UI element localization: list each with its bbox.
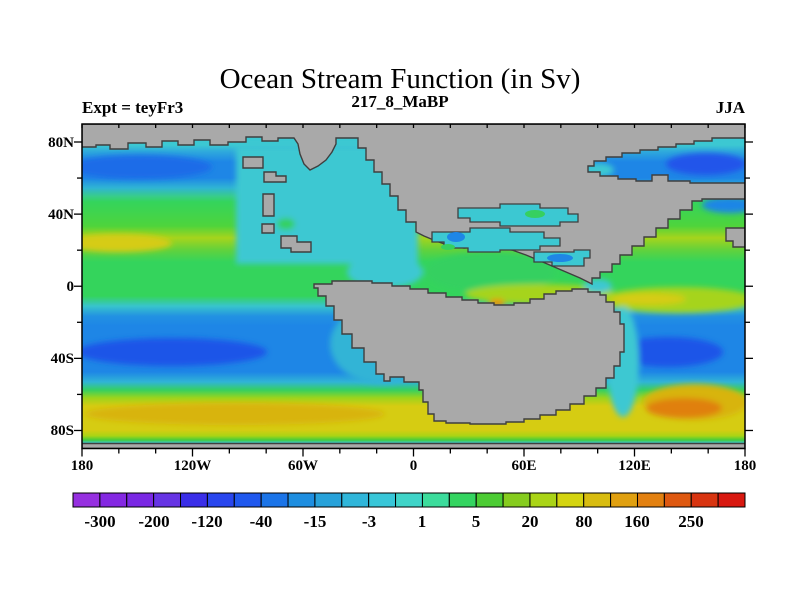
page-title: Ocean Stream Function (in Sv) xyxy=(220,63,581,95)
sea-green-spot-2 xyxy=(441,244,455,250)
lon-label-120e: 120E xyxy=(618,458,651,474)
colorbar-cell xyxy=(610,492,638,508)
lon-label-0: 0 xyxy=(410,458,418,474)
cbar-label-9: 80 xyxy=(576,512,593,531)
north-blue-core xyxy=(82,155,212,179)
colorbar-cell xyxy=(395,492,423,508)
ocean-field xyxy=(82,124,745,449)
cbar-label-2: -120 xyxy=(191,512,222,531)
south-dark-blue-east xyxy=(613,337,723,367)
lon-label-60e: 60E xyxy=(511,458,536,474)
colorbar-cell xyxy=(556,492,585,508)
gulf-green xyxy=(425,252,555,292)
cbar-label-1: -200 xyxy=(138,512,169,531)
colorbar-cell xyxy=(233,492,262,508)
west-bay-cyan-lower xyxy=(347,256,423,288)
lon-label-120w: 120W xyxy=(174,458,212,474)
cbar-label-3: -40 xyxy=(250,512,273,531)
colorbar-cell xyxy=(421,492,450,508)
north-yellow-tongue xyxy=(82,234,172,252)
island-e xyxy=(280,235,312,253)
cbar-label-7: 5 xyxy=(472,512,481,531)
colorbar-cell xyxy=(636,492,665,508)
lat-label-40n: 40N xyxy=(48,207,74,223)
colorbar-cell xyxy=(717,492,746,508)
lat-label-40s: 40S xyxy=(51,351,74,367)
land-group xyxy=(82,124,745,449)
colorbar-cell xyxy=(368,492,397,508)
cbar-label-10: 160 xyxy=(624,512,650,531)
tethys-sea-upper xyxy=(457,203,579,227)
lon-label-180e: 180 xyxy=(734,458,757,474)
south-polar-strip xyxy=(82,442,745,449)
axis-ticks xyxy=(74,124,753,457)
colorbar-cell xyxy=(260,492,289,508)
island-b xyxy=(263,171,287,183)
lon-axis: 180 120W 60W 0 60E 120E 180 xyxy=(71,458,757,474)
colorbar-cell xyxy=(690,492,719,508)
inland-seas xyxy=(431,203,591,267)
sea-green-spot xyxy=(525,210,545,218)
island-a xyxy=(242,156,264,169)
colorbar-cell xyxy=(99,492,128,508)
lat-label-80n: 80N xyxy=(48,135,74,151)
east-edge-land xyxy=(725,227,745,248)
cbar-label-0: -300 xyxy=(84,512,115,531)
island-c xyxy=(262,193,275,217)
south-dark-blue-west xyxy=(82,338,267,366)
colorbar-cell xyxy=(502,492,531,508)
colorbar-cell xyxy=(314,492,343,508)
lat-axis: 80N 40N 0 40S 80S xyxy=(48,135,74,439)
colorbar-cell xyxy=(180,492,208,508)
ne-inlet-dark-blue xyxy=(666,153,745,175)
lat-label-80s: 80S xyxy=(51,423,74,439)
cbar-label-11: 250 xyxy=(678,512,704,531)
cbar-label-8: 20 xyxy=(522,512,539,531)
south-gold-west xyxy=(85,403,385,425)
cbar-label-4: -15 xyxy=(304,512,327,531)
land-north-continent xyxy=(82,124,745,286)
colorbar-cell xyxy=(475,492,504,508)
sea-blue-spot-east xyxy=(547,254,573,262)
colorbar-cell xyxy=(287,492,316,508)
colorbar-cell xyxy=(529,492,558,508)
lon-label-60w: 60W xyxy=(288,458,318,474)
colorbar-cell xyxy=(341,492,370,508)
colorbar-tick-labels: -300 -200 -120 -40 -15 -3 1 5 20 80 160 … xyxy=(84,512,703,531)
experiment-label: Expt = teyFr3 xyxy=(82,98,183,117)
colorbar-cell xyxy=(583,492,612,508)
colorbar-cell xyxy=(153,492,182,508)
subtitle: 217_8_MaBP xyxy=(351,92,448,111)
sea-spots xyxy=(441,210,573,262)
below-arm-blue xyxy=(702,197,745,213)
sea-blue-spot-west xyxy=(447,232,465,242)
bay-green-spot xyxy=(277,218,295,230)
colorbar-cell xyxy=(663,492,692,508)
colorbar-cell xyxy=(448,492,477,508)
cbar-label-6: 1 xyxy=(418,512,427,531)
colorbar-cell xyxy=(72,492,101,508)
colorbar-cell xyxy=(206,492,235,508)
lat-label-0: 0 xyxy=(67,279,75,295)
island-d xyxy=(261,223,275,234)
colorbar-cell xyxy=(126,492,155,508)
season-label: JJA xyxy=(716,98,746,117)
lon-label-180w: 180 xyxy=(71,458,94,474)
colorbar xyxy=(72,492,746,508)
east-yellow-core xyxy=(610,293,686,305)
land-south-continent xyxy=(313,280,625,425)
cbar-label-5: -3 xyxy=(362,512,376,531)
south-orange-core xyxy=(646,398,722,418)
